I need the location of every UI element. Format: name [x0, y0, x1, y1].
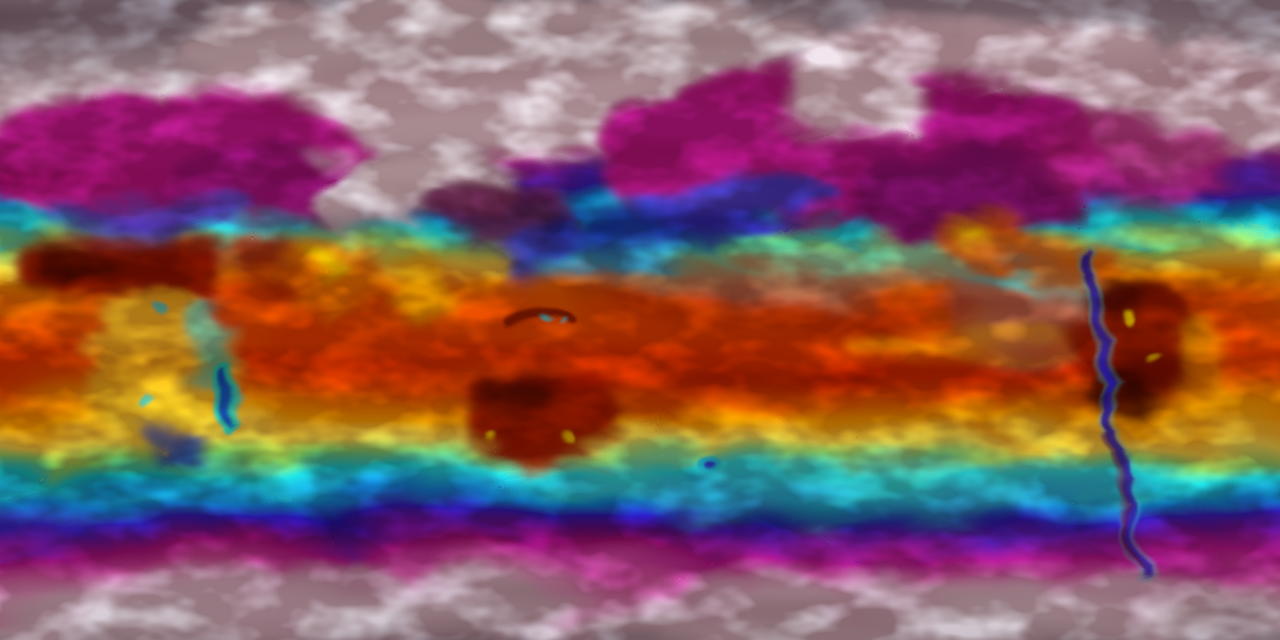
streak-texture-overlay	[0, 0, 1280, 640]
screenshot-root	[0, 0, 1280, 640]
global-temperature-heatmap	[0, 0, 1280, 640]
world-map-svg	[0, 0, 1280, 640]
